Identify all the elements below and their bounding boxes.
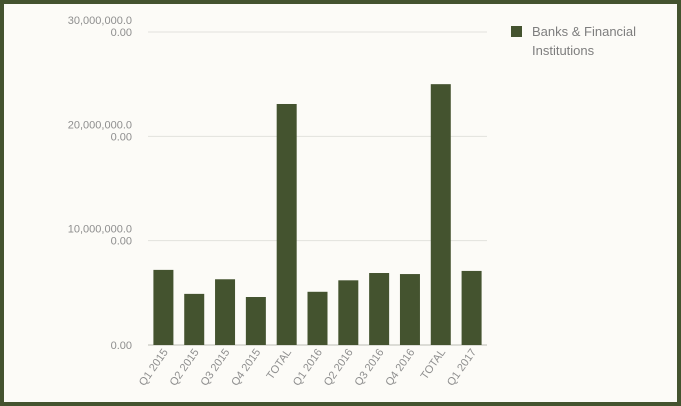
bar [215, 279, 236, 345]
bar [430, 84, 451, 346]
bar [399, 274, 420, 345]
bar [461, 270, 482, 345]
bars [153, 84, 482, 346]
y-tick-label: 30,000,000.0 [68, 15, 132, 27]
y-tick-label: 0.00 [111, 131, 132, 143]
x-tick-label: Q1 2015 [137, 347, 171, 388]
x-tick-label: Q1 2016 [291, 347, 325, 388]
legend-swatch [511, 26, 522, 37]
x-tick-label: Q1 2017 [445, 347, 479, 388]
y-axis-tick-labels: 0.0010,000,000.00.0020,000,000.00.0030,0… [68, 15, 132, 352]
bar [153, 269, 174, 345]
bar [184, 293, 205, 345]
bar [338, 280, 359, 345]
y-tick-label: 0.00 [111, 236, 132, 248]
x-tick-label: Q2 2015 [168, 347, 202, 388]
x-tick-label: TOTAL [419, 347, 449, 382]
bar [307, 291, 328, 345]
y-tick-label: 0.00 [111, 340, 132, 352]
y-tick-label: 20,000,000.0 [68, 119, 132, 131]
x-tick-label: Q4 2015 [229, 347, 263, 388]
bar [369, 273, 390, 345]
legend-label: Banks & Financial Institutions [532, 24, 637, 58]
bar [276, 103, 297, 346]
x-tick-label: Q4 2016 [383, 347, 417, 388]
x-tick-label: Q3 2015 [198, 347, 232, 388]
y-tick-label: 10,000,000.0 [68, 224, 132, 236]
x-tick-label: TOTAL [265, 347, 295, 382]
x-tick-label: Q2 2016 [322, 347, 356, 388]
y-tick-label: 0.00 [111, 27, 132, 39]
bar [245, 297, 266, 345]
x-tick-label: Q3 2016 [353, 347, 387, 388]
